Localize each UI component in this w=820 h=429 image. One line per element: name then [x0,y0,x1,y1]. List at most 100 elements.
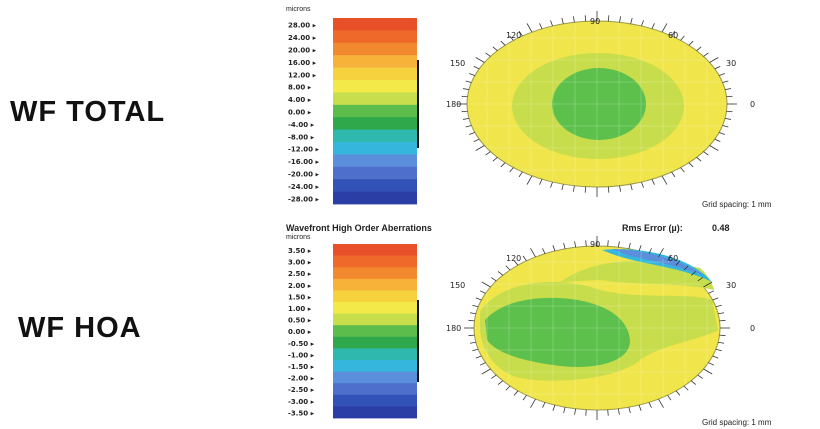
angle-label-180-total: 180 [446,100,461,109]
scale-swatch [333,154,417,168]
scale-tick-label: 16.00 ▸ [288,59,317,67]
perimeter-tick [703,52,709,57]
perimeter-tick [491,277,497,282]
perimeter-tick [550,181,553,188]
perimeter-tick [485,151,491,156]
perimeter-tick [479,362,486,366]
perimeter-tick [462,118,470,120]
perimeter-tick [473,138,480,142]
perimeter-tick [726,110,733,113]
scale-swatch [333,244,417,256]
perimeter-tick [641,181,644,188]
perimeter-tick [526,23,533,33]
perimeter-tick [697,374,703,379]
perimeter-tick [648,402,652,408]
angle-label-60-total: 60 [668,31,678,40]
perimeter-tick [505,265,511,271]
grid-spacing-hoa: Grid spacing: 1 mm [702,418,772,427]
perimeter-tick [461,110,468,113]
scale-tick-label: 20.00 ▸ [288,46,317,54]
perimeter-tick [690,380,697,385]
perimeter-tick [671,30,676,37]
perimeter-tick [492,157,498,162]
perimeter-tick [697,277,703,282]
scale-swatch [333,371,417,384]
map-zone-green [485,297,631,367]
perimeter-tick [607,409,609,416]
rms-error-value: 0.48 [712,223,730,233]
scale-tick-label: -1.00 ▸ [288,351,315,359]
perimeter-tick [638,245,642,252]
angle-label-180-hoa: 180 [446,324,461,333]
perimeter-tick [712,355,719,359]
angle-label-150-total: 150 [450,59,465,68]
perimeter-tick [628,242,631,249]
scale-tick-label: 8.00 ▸ [288,84,312,92]
row-label-wf-total: WF TOTAL [10,96,166,128]
perimeter-tick [475,355,482,359]
scale-tick-label: -3.00 ▸ [288,398,315,406]
perimeter-tick [526,175,533,185]
scale-swatch [333,104,417,118]
angle-label-30-hoa: 30 [726,281,736,290]
scale-swatch [333,129,417,143]
perimeter-tick [638,404,642,411]
perimeter-tick [492,46,498,51]
color-scale-wf-hoa: 3.50 ▸ 3.00 ▸ 2.50 ▸ 2.00 ▸ 1.50 ▸ 1.00 ▸ 0.50… [288,244,417,419]
perimeter-tick [708,362,715,366]
perimeter-tick [607,15,610,22]
grid-spacing-total: Grid spacing: 1 mm [702,200,772,209]
perimeter-tick [719,73,725,76]
perimeter-tick [714,66,721,70]
perimeter-tick [667,394,672,401]
scale-swatch [333,55,417,68]
scale-swatch [333,313,417,326]
rms-error-label: Rms Error (µ): [622,223,683,233]
perimeter-tick [563,242,566,249]
scale-tick-label: -2.00 ▸ [288,375,315,383]
scale-swatch [333,290,417,303]
scale-tick-label: -24.00 ▸ [288,183,319,191]
perimeter-tick [630,17,633,24]
perimeter-tick [469,73,475,76]
perimeter-tick [491,374,497,379]
row-label-wf-hoa: WF HOA [18,312,142,344]
perimeter-tick [530,398,536,408]
perimeter-tick [703,281,713,288]
perimeter-tick [651,179,655,185]
angle-label-120-total: 120 [506,31,521,40]
perimeter-tick [472,348,479,352]
perimeter-tick [505,385,511,391]
color-scale-wf-total: 28.00 ▸ 24.00 ▸ 20.00 ▸ 16.00 ▸ 12.00 ▸ 8.00 … [288,18,417,205]
scale-swatch [333,142,417,155]
perimeter-tick [509,167,514,173]
scale-swatch [333,360,417,372]
scale-tick-label: 28.00 ▸ [288,22,317,30]
map-grid-total [467,21,727,187]
scale-tick-label: 2.00 ▸ [288,282,312,290]
perimeter-tick [718,312,725,315]
perimeter-tick [708,290,715,294]
perimeter-tick [462,88,470,90]
perimeter-tick [675,260,681,266]
unit-label-hoa: microns [286,234,311,241]
perimeter-tick [550,20,553,27]
perimeter-tick [552,404,556,411]
perimeter-tick [475,297,482,301]
perimeter-tick [561,184,564,191]
perimeter-tick [607,240,609,247]
scale-swatch [333,267,417,280]
scale-tick-label: -16.00 ▸ [288,158,319,166]
scale-swatch [333,336,417,349]
perimeter-tick [572,185,575,192]
perimeter-tick [619,16,622,23]
scale-tick-label: -2.50 ▸ [288,386,315,394]
perimeter-tick [658,398,664,408]
scale-swatch [333,383,417,396]
map-zone-cyan-edge [602,249,712,282]
perimeter-tick [500,40,506,46]
perimeter-tick [485,52,491,57]
perimeter-tick [671,171,676,178]
perimeter-tick [724,88,732,90]
perimeter-tick [539,179,543,185]
